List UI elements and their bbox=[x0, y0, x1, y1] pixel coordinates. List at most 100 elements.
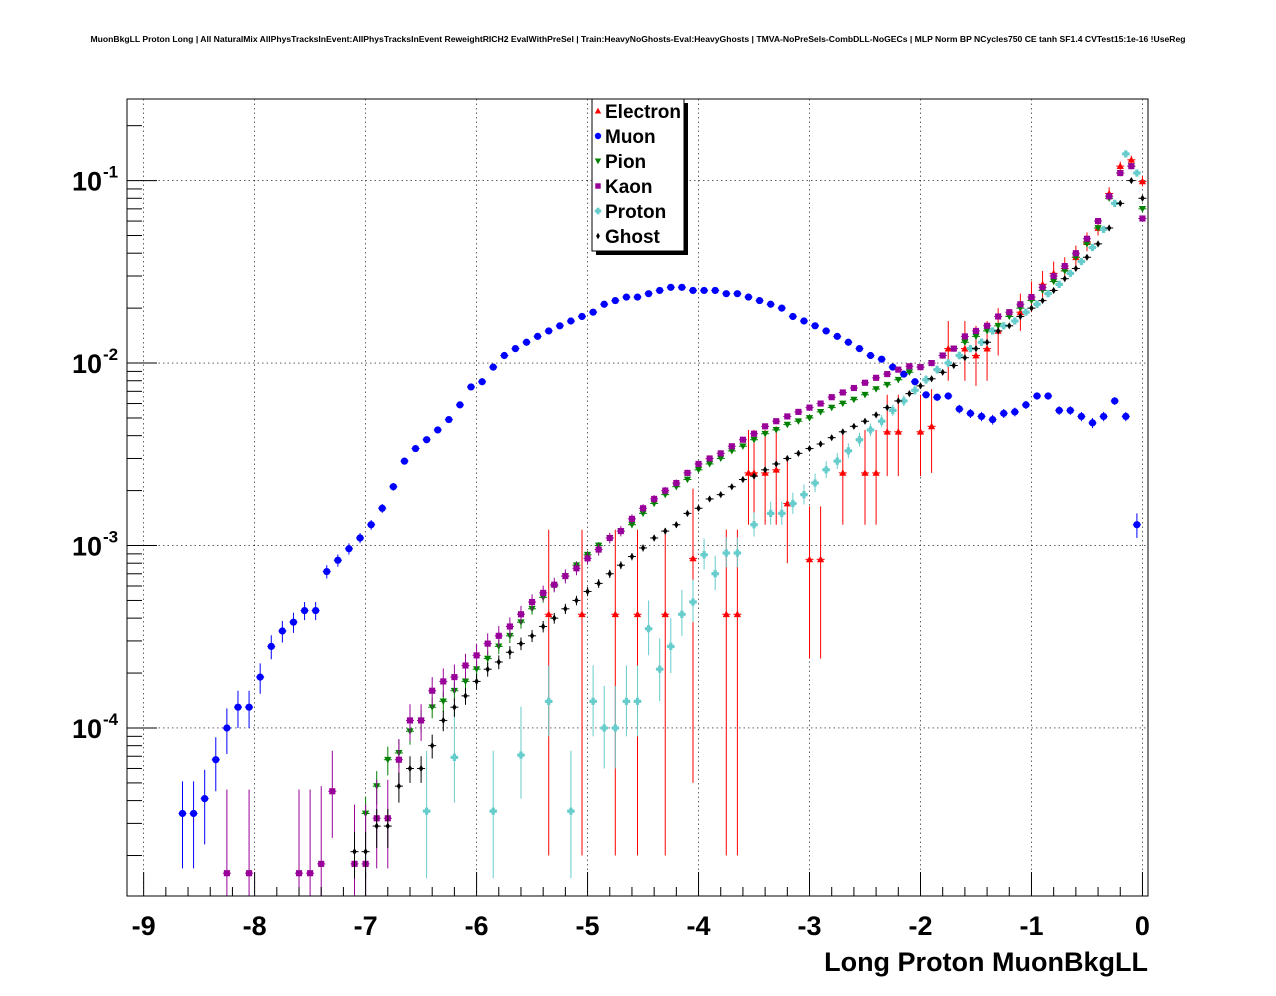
proton-data-point bbox=[789, 499, 797, 508]
pion-data-point bbox=[872, 386, 880, 393]
muon-data-point bbox=[622, 293, 631, 301]
kaon-data-point bbox=[562, 573, 569, 580]
proton-data-point bbox=[1122, 150, 1130, 158]
legend-marker-electron bbox=[594, 107, 602, 114]
kaon-data-point bbox=[695, 460, 702, 467]
legend-box bbox=[591, 98, 685, 252]
kaon-data-point bbox=[628, 515, 636, 522]
muon-data-point bbox=[278, 627, 286, 635]
pion-data-point bbox=[750, 436, 758, 444]
proton-data-point bbox=[866, 426, 875, 434]
ghost-data-point bbox=[585, 587, 590, 596]
muon-data-point bbox=[378, 504, 386, 512]
kaon-data-point bbox=[984, 322, 991, 329]
kaon-data-point bbox=[329, 788, 336, 795]
ghost-data-point bbox=[463, 692, 468, 700]
ghost-data-point bbox=[718, 491, 723, 499]
legend-label-ghost: Ghost bbox=[605, 227, 661, 248]
muon-data-point bbox=[267, 642, 275, 650]
muon-data-point bbox=[1022, 401, 1030, 409]
series-ghost bbox=[350, 176, 1147, 879]
legend-label-pion: Pion bbox=[605, 152, 646, 173]
ghost-data-point bbox=[1073, 264, 1079, 273]
pion-data-point bbox=[1083, 240, 1091, 248]
kaon-data-point bbox=[784, 413, 791, 420]
muon-data-point bbox=[567, 317, 575, 325]
ghost-data-point bbox=[1029, 304, 1034, 312]
ghost-data-point bbox=[1084, 253, 1090, 261]
proton-data-point bbox=[822, 466, 830, 474]
muon-data-point bbox=[578, 312, 586, 321]
electron-data-point bbox=[783, 499, 791, 507]
ghost-data-point bbox=[485, 665, 490, 673]
ghost-data-point bbox=[507, 648, 513, 656]
proton-data-point bbox=[517, 751, 525, 759]
ghost-data-point bbox=[962, 354, 968, 362]
legend-item-electron: Electron bbox=[594, 102, 681, 123]
legend: Electron Muon Pion Kaon Proton Ghost bbox=[591, 98, 688, 255]
kaon-data-point bbox=[307, 870, 314, 877]
y-tick-label: 10 -4 bbox=[72, 710, 119, 744]
electron-data-point bbox=[817, 555, 825, 563]
muon-data-point bbox=[400, 457, 409, 465]
muon-data-point bbox=[489, 363, 497, 371]
proton-data-point bbox=[1000, 322, 1008, 330]
proton-data-point bbox=[855, 436, 864, 444]
proton-data-point bbox=[800, 491, 808, 499]
kaon-data-point bbox=[884, 371, 891, 378]
proton-data-point bbox=[911, 386, 919, 394]
kaon-data-point bbox=[1072, 250, 1079, 257]
electron-data-point bbox=[927, 422, 936, 430]
ghost-data-point bbox=[807, 444, 812, 453]
proton-data-point bbox=[1011, 317, 1019, 325]
kaon-data-point bbox=[551, 581, 558, 588]
kaon-data-point bbox=[1094, 218, 1102, 225]
electron-data-point bbox=[861, 469, 869, 476]
legend-marker-muon bbox=[594, 132, 602, 140]
ghost-data-point bbox=[862, 417, 868, 425]
proton-data-point bbox=[545, 697, 553, 705]
chart-title: MuonBkgLL Proton Long | All NaturalMix A… bbox=[90, 34, 1185, 44]
ghost-data-point bbox=[474, 677, 479, 686]
kaon-data-point bbox=[651, 495, 658, 503]
muon-data-point bbox=[1011, 408, 1019, 416]
y-tick-label: 10 -1 bbox=[72, 163, 118, 197]
ghost-data-point bbox=[696, 504, 701, 512]
kaon-data-point bbox=[462, 662, 469, 669]
muon-data-point bbox=[733, 290, 741, 298]
muon-data-point bbox=[478, 378, 486, 386]
electron-data-point bbox=[972, 351, 980, 359]
kaon-data-point bbox=[1006, 309, 1013, 316]
muon-data-point bbox=[789, 312, 797, 321]
proton-data-point bbox=[966, 345, 975, 353]
pion-data-point bbox=[1094, 225, 1102, 232]
muon-data-point bbox=[878, 355, 886, 363]
muon-data-point bbox=[767, 300, 775, 308]
y-tick-label-base: 10 bbox=[72, 532, 102, 562]
proton-data-point bbox=[833, 457, 841, 465]
proton-data-point bbox=[778, 509, 786, 517]
kaon-data-point bbox=[1061, 263, 1068, 270]
series-muon bbox=[178, 283, 1141, 869]
kaon-data-point bbox=[540, 589, 547, 596]
muon-data-point bbox=[356, 534, 364, 542]
ghost-data-point bbox=[607, 570, 612, 578]
proton-data-point bbox=[878, 417, 886, 425]
muon-data-point bbox=[345, 545, 353, 553]
muon-data-point bbox=[245, 703, 253, 711]
kaon-data-point bbox=[773, 418, 780, 425]
electron-data-point bbox=[872, 469, 880, 476]
ghost-data-point bbox=[774, 460, 779, 468]
electron-data-point bbox=[839, 469, 847, 476]
legend-label-proton: Proton bbox=[605, 202, 666, 223]
muon-data-point bbox=[911, 378, 919, 386]
kaon-data-point bbox=[739, 436, 746, 443]
ghost-data-point bbox=[374, 822, 379, 830]
muon-data-point bbox=[367, 521, 375, 529]
legend-label-kaon: Kaon bbox=[605, 177, 653, 198]
proton-data-point bbox=[1100, 225, 1108, 234]
ghost-data-point bbox=[973, 345, 979, 353]
proton-data-point bbox=[844, 447, 852, 455]
ghost-data-point bbox=[529, 632, 535, 640]
kaon-data-point bbox=[395, 756, 402, 763]
